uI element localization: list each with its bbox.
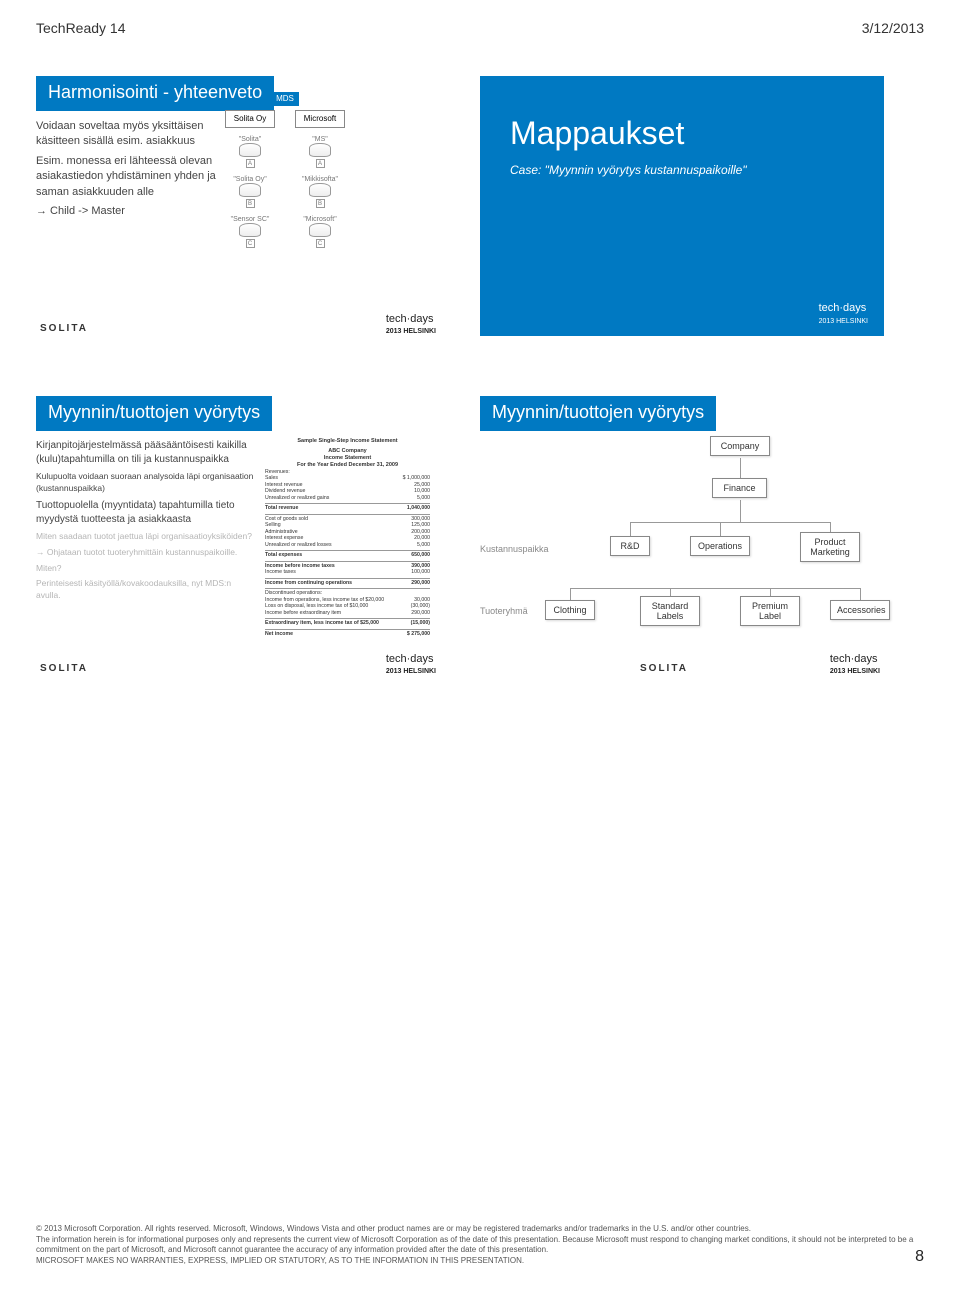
org-chart: Company Finance R&D Operations Product M… xyxy=(480,426,884,646)
s3-l5: → Ohjataan tuotot tuoteryhmittäin kustan… xyxy=(36,547,256,559)
s3-l7: Perinteisesti käsityöllä/kovakoodauksill… xyxy=(36,578,256,602)
s3-l2: Kulupuolta voidaan suoraan analysoida lä… xyxy=(36,471,256,495)
node-pm: Product Marketing xyxy=(800,532,860,562)
footer-l2: The information herein is for informatio… xyxy=(36,1235,924,1256)
label-tuoteryhma: Tuoteryhmä xyxy=(480,606,528,616)
footer-l3: MICROSOFT MAKES NO WARRANTIES, EXPRESS, … xyxy=(36,1256,924,1266)
slide2-title: Mappaukset xyxy=(510,116,864,151)
db-b-left: "Solita Oy"B xyxy=(225,176,275,208)
slide3-title: Myynnin/tuottojen vyörytys xyxy=(36,396,272,431)
slide-1: Harmonisointi - yhteenveto Voidaan sovel… xyxy=(36,76,440,336)
top-left: TechReady 14 xyxy=(36,20,126,36)
mds-solita: Solita Oy xyxy=(225,110,275,128)
s3-l6: Miten? xyxy=(36,563,256,575)
db-c-left: "Sensor SC"C xyxy=(225,216,275,248)
page-number: 8 xyxy=(915,1247,924,1268)
db-c-right: "Microsoft"C xyxy=(295,216,345,248)
techdays-logo-3: tech·days2013 HELSINKI xyxy=(386,654,436,676)
db-a-right: "MS"A xyxy=(295,136,345,168)
s3-l4: Miten saadaan tuotot jaettua läpi organi… xyxy=(36,531,256,543)
db-b-right: "Mikkisofta"B xyxy=(295,176,345,208)
slide2-sub: Case: "Myynnin vyörytys kustannuspaikoil… xyxy=(510,163,864,177)
slide-4: Myynnin/tuottojen vyörytys Company Finan… xyxy=(480,396,884,676)
node-ops: Operations xyxy=(690,536,750,556)
node-clothing: Clothing xyxy=(545,600,595,620)
footer: © 2013 Microsoft Corporation. All rights… xyxy=(36,1224,924,1266)
s3-l1: Kirjanpitojärjestelmässä pääsääntöisesti… xyxy=(36,439,256,467)
slide-3: Myynnin/tuottojen vyörytys Kirjanpitojär… xyxy=(36,396,440,676)
solita-logo: SOLITA xyxy=(40,323,88,334)
top-right: 3/12/2013 xyxy=(862,20,924,36)
node-std: Standard Labels xyxy=(640,596,700,626)
topbar: TechReady 14 3/12/2013 xyxy=(36,20,924,36)
slide-2: Mappaukset Case: "Myynnin vyörytys kusta… xyxy=(480,76,884,336)
node-company: Company xyxy=(710,436,770,456)
techdays-logo-4: tech·days2013 HELSINKI xyxy=(830,654,880,676)
income-statement: Sample Single-Step Income Statement ABC … xyxy=(265,438,430,637)
techdays-logo-2: tech·days2013 HELSINKI xyxy=(819,302,868,326)
node-acc: Accessories xyxy=(830,600,890,620)
footer-l1: © 2013 Microsoft Corporation. All rights… xyxy=(36,1224,924,1234)
mds-diagram: MDS Solita Oy Microsoft "Solita"A "MS"A … xyxy=(200,92,370,248)
mds-root: MDS xyxy=(271,92,299,106)
node-rd: R&D xyxy=(610,536,650,556)
node-finance: Finance xyxy=(712,478,767,498)
node-prem: Premium Label xyxy=(740,596,800,626)
solita-logo-4: SOLITA xyxy=(640,663,688,674)
solita-logo-3: SOLITA xyxy=(40,663,88,674)
db-a-left: "Solita"A xyxy=(225,136,275,168)
techdays-logo-1: tech·days2013 HELSINKI xyxy=(386,314,436,336)
mds-microsoft: Microsoft xyxy=(295,110,345,128)
s3-l3: Tuottopuolella (myyntidata) tapahtumilla… xyxy=(36,499,256,527)
label-kustannuspaikka: Kustannuspaikka xyxy=(480,544,549,554)
